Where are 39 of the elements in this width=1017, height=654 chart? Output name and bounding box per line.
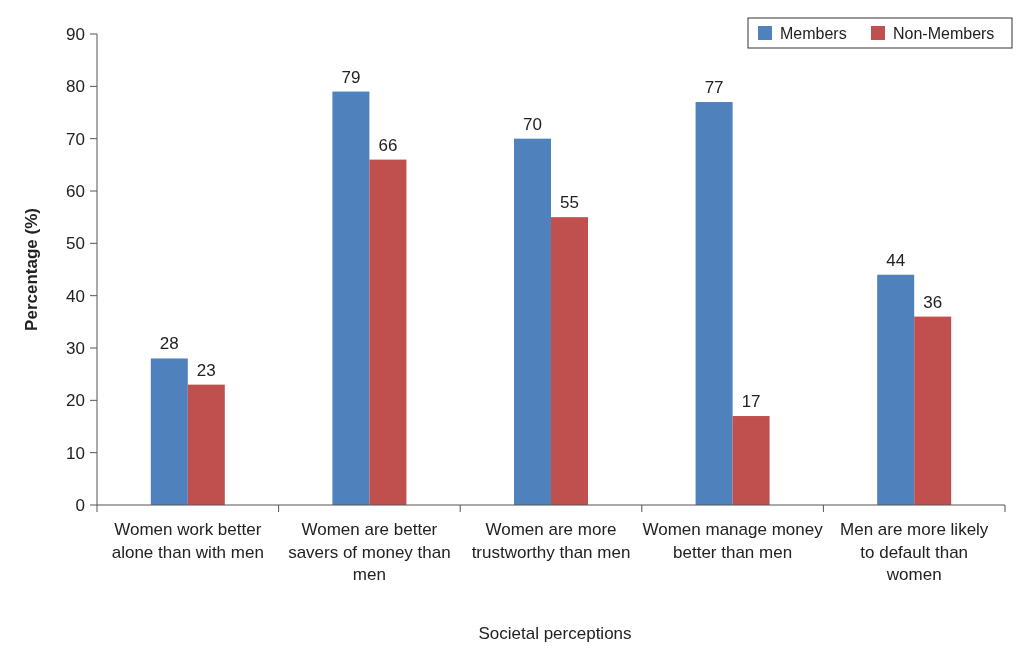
legend-label: Members [780,24,847,42]
y-tick-label: 30 [66,338,85,358]
bar [732,416,770,505]
y-tick-label: 70 [66,129,85,149]
bar [695,102,733,505]
data-label: 66 [378,135,398,155]
y-tick-label: 80 [66,77,85,97]
y-tick-label: 50 [66,234,85,254]
x-tick-label: Women are more trustworthy than men [471,520,631,562]
data-label: 28 [159,334,179,354]
y-tick-label: 20 [66,391,85,411]
x-tick-label: Women are better savers of money than men [288,520,451,584]
legend-label: Non-Members [893,24,995,42]
y-tick-label: 0 [75,495,85,515]
data-label: 17 [741,392,761,412]
data-label: 77 [704,78,724,98]
x-axis-title: Societal perceptions [478,624,632,643]
bar [369,159,407,505]
x-tick-label: Women manage money better than men [642,520,824,562]
data-label: 23 [196,360,216,380]
x-tick-label: Men are more likely to default than women [840,520,989,584]
bar [150,358,188,505]
y-tick-label: 10 [66,443,85,463]
data-label: 70 [523,114,542,134]
bar [877,274,915,505]
data-label: 79 [341,67,361,87]
y-tick-label: 40 [66,286,85,306]
bar [332,91,370,505]
y-axis-title: Percentage (%) [22,208,41,331]
data-label: 55 [560,193,579,213]
x-tick-label: Women work better alone than with men [111,520,264,562]
bar [551,217,588,505]
data-label: 36 [923,292,943,312]
data-label: 44 [886,250,906,270]
y-tick-label: 90 [66,24,85,44]
bar [187,384,225,505]
bar [514,138,551,505]
bar [914,316,952,505]
y-tick-label: 60 [66,181,85,201]
